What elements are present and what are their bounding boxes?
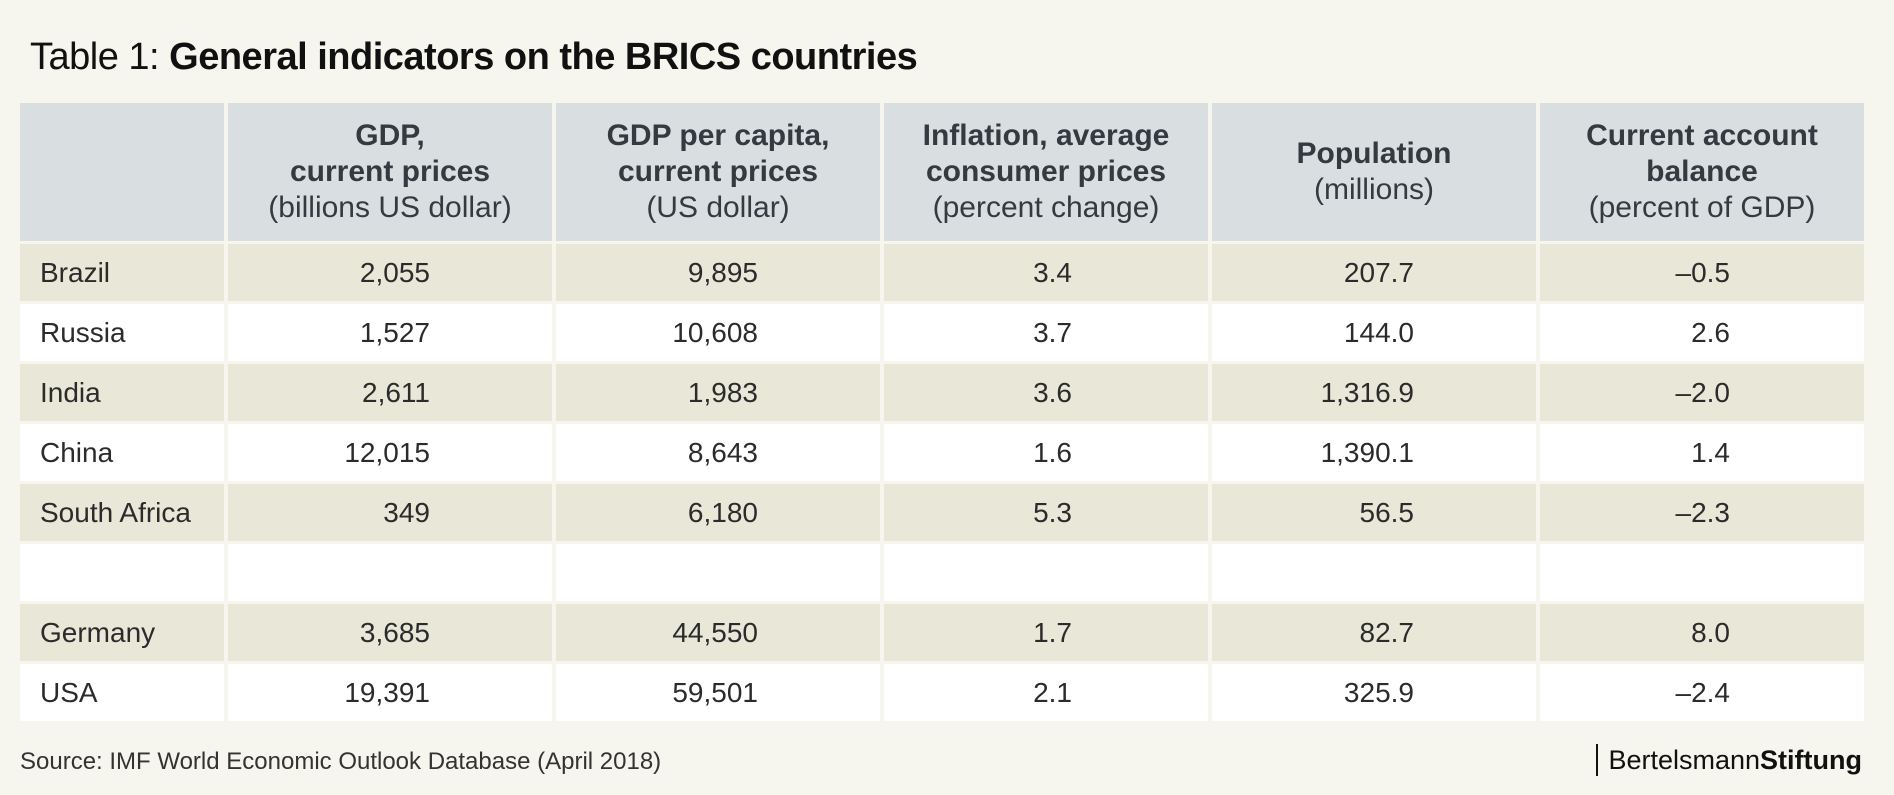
header-gdp-per-capita: GDP per capita, current prices (US dolla… bbox=[556, 103, 880, 241]
value-cell bbox=[1212, 544, 1536, 601]
value-cell: 3.4 bbox=[884, 244, 1208, 301]
country-cell: India bbox=[20, 364, 224, 421]
country-cell bbox=[20, 544, 224, 601]
value-cell bbox=[228, 544, 552, 601]
value-cell: –0.5 bbox=[1540, 244, 1864, 301]
value-cell bbox=[1540, 544, 1864, 601]
value-cell: 56.5 bbox=[1212, 484, 1536, 541]
country-cell: Germany bbox=[20, 604, 224, 661]
header-line: Current account bbox=[1586, 119, 1818, 152]
value-cell: 8.0 bbox=[1540, 604, 1864, 661]
table-row: Russia 1,527 10,608 3.7 144.0 2.6 bbox=[20, 304, 1864, 361]
header-unit: (millions) bbox=[1314, 173, 1434, 206]
value-cell: 207.7 bbox=[1212, 244, 1536, 301]
value-cell: 1,390.1 bbox=[1212, 424, 1536, 481]
header-line: balance bbox=[1646, 155, 1758, 188]
table-row: Brazil 2,055 9,895 3.4 207.7 –0.5 bbox=[20, 244, 1864, 301]
country-cell: Russia bbox=[20, 304, 224, 361]
header-line: GDP, bbox=[355, 119, 425, 152]
value-cell bbox=[884, 544, 1208, 601]
value-cell: 82.7 bbox=[1212, 604, 1536, 661]
table-title-main: General indicators on the BRICS countrie… bbox=[169, 36, 918, 78]
value-cell: –2.0 bbox=[1540, 364, 1864, 421]
value-cell: 2,055 bbox=[228, 244, 552, 301]
value-cell bbox=[556, 544, 880, 601]
brand-light: Bertelsmann bbox=[1608, 745, 1761, 775]
table-row: India 2,611 1,983 3.6 1,316.9 –2.0 bbox=[20, 364, 1864, 421]
header-inflation: Inflation, average consumer prices (perc… bbox=[884, 103, 1208, 241]
value-cell: 325.9 bbox=[1212, 664, 1536, 721]
header-unit: (US dollar) bbox=[646, 191, 790, 224]
country-cell: South Africa bbox=[20, 484, 224, 541]
value-cell: 59,501 bbox=[556, 664, 880, 721]
value-cell: 2,611 bbox=[228, 364, 552, 421]
header-current-account: Current account balance (percent of GDP) bbox=[1540, 103, 1864, 241]
brand-logo: BertelsmannStiftung bbox=[1596, 744, 1862, 776]
table-row: South Africa 349 6,180 5.3 56.5 –2.3 bbox=[20, 484, 1864, 541]
value-cell: 1.6 bbox=[884, 424, 1208, 481]
brand-bold: Stiftung bbox=[1760, 745, 1862, 775]
value-cell: 349 bbox=[228, 484, 552, 541]
country-cell: China bbox=[20, 424, 224, 481]
table-row: Germany 3,685 44,550 1.7 82.7 8.0 bbox=[20, 604, 1864, 661]
spacer-row bbox=[20, 544, 1864, 601]
value-cell: 8,643 bbox=[556, 424, 880, 481]
header-unit: (billions US dollar) bbox=[268, 191, 512, 224]
table-row: China 12,015 8,643 1.6 1,390.1 1.4 bbox=[20, 424, 1864, 481]
value-cell: 144.0 bbox=[1212, 304, 1536, 361]
value-cell: 1,316.9 bbox=[1212, 364, 1536, 421]
value-cell: 3,685 bbox=[228, 604, 552, 661]
header-country bbox=[20, 103, 224, 241]
table-row: USA 19,391 59,501 2.1 325.9 –2.4 bbox=[20, 664, 1864, 721]
header-line: consumer prices bbox=[925, 155, 1167, 188]
country-cell: Brazil bbox=[20, 244, 224, 301]
value-cell: 1,527 bbox=[228, 304, 552, 361]
country-cell: USA bbox=[20, 664, 224, 721]
header-population: Population (millions) bbox=[1212, 103, 1536, 241]
header-line: Inflation, average bbox=[922, 119, 1170, 152]
table-body: Brazil 2,055 9,895 3.4 207.7 –0.5 Russia 1,527 1… bbox=[20, 244, 1864, 721]
value-cell: 12,015 bbox=[228, 424, 552, 481]
source-note: Source: IMF World Economic Outlook Datab… bbox=[20, 748, 662, 775]
header-line: current prices bbox=[289, 155, 491, 188]
value-cell: 1.7 bbox=[884, 604, 1208, 661]
value-cell: 1.4 bbox=[1540, 424, 1864, 481]
header-unit: (percent of GDP) bbox=[1588, 191, 1816, 224]
value-cell: 10,608 bbox=[556, 304, 880, 361]
header-row: GDP, current prices (billions US dollar)… bbox=[20, 103, 1864, 241]
value-cell: 44,550 bbox=[556, 604, 880, 661]
value-cell: 2.1 bbox=[884, 664, 1208, 721]
table-title: Table 1: General indicators on the BRICS… bbox=[30, 36, 918, 79]
value-cell: 2.6 bbox=[1540, 304, 1864, 361]
header-line: current prices bbox=[617, 155, 819, 188]
header-line: GDP per capita, bbox=[606, 119, 830, 152]
header-line: Population bbox=[1296, 137, 1452, 170]
header-gdp: GDP, current prices (billions US dollar) bbox=[228, 103, 552, 241]
value-cell: 1,983 bbox=[556, 364, 880, 421]
value-cell: 3.7 bbox=[884, 304, 1208, 361]
value-cell: –2.4 bbox=[1540, 664, 1864, 721]
header-unit: (percent change) bbox=[932, 191, 1160, 224]
brics-indicators-table: GDP, current prices (billions US dollar)… bbox=[16, 100, 1868, 724]
table-title-prefix: Table 1: bbox=[30, 36, 170, 78]
value-cell: –2.3 bbox=[1540, 484, 1864, 541]
value-cell: 5.3 bbox=[884, 484, 1208, 541]
value-cell: 9,895 bbox=[556, 244, 880, 301]
value-cell: 6,180 bbox=[556, 484, 880, 541]
value-cell: 3.6 bbox=[884, 364, 1208, 421]
value-cell: 19,391 bbox=[228, 664, 552, 721]
